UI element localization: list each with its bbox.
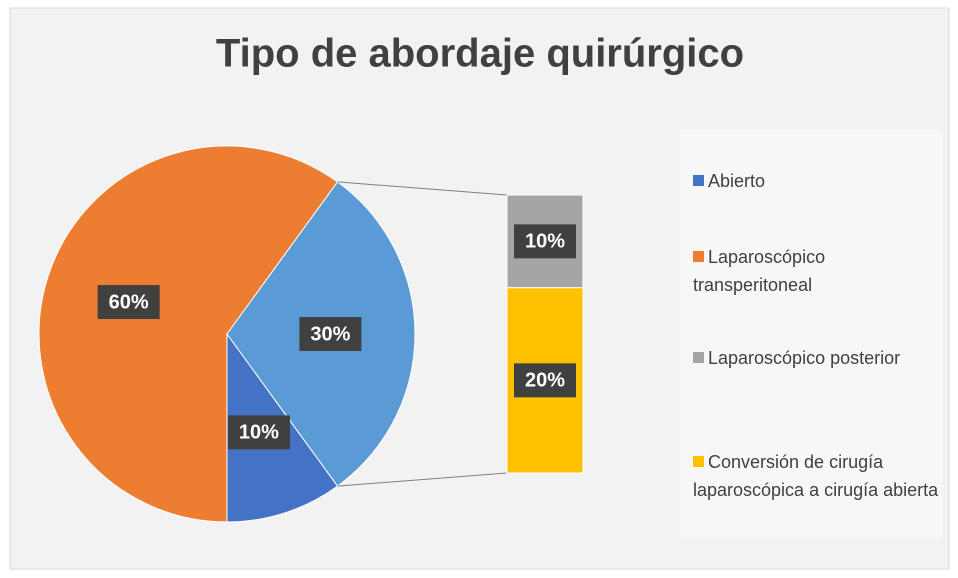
data-label-text: 10% [525, 231, 565, 253]
data-label: 60% [97, 285, 160, 320]
data-label: 20% [514, 363, 576, 398]
legend-label: Abierto [708, 171, 766, 191]
data-label-text: 60% [109, 291, 149, 313]
data-label-text: 10% [239, 422, 279, 444]
data-label-box [97, 285, 160, 320]
legend: Abierto Laparoscópico transperitoneal Lapa… [680, 130, 942, 538]
data-label: 10% [514, 224, 576, 259]
legend-swatch [693, 456, 704, 467]
legend-swatch [693, 352, 704, 363]
legend-item: Conversión de cirugía laparoscópica a ci… [693, 448, 943, 504]
legend-item: Laparoscópico posterior [693, 344, 943, 372]
data-label: 10% [227, 415, 290, 450]
data-label-box [514, 224, 576, 259]
pie-slice [38, 145, 339, 523]
data-label-box [227, 415, 290, 450]
legend-label: Conversión de cirugía laparoscópica a ci… [693, 452, 939, 500]
connector-line [337, 181, 508, 196]
legend-swatch [693, 175, 704, 186]
data-label-box [514, 363, 576, 398]
legend-label: Laparoscópico posterior [708, 348, 901, 368]
connector-line [337, 472, 508, 487]
data-label: 30% [299, 317, 362, 351]
data-label-box [299, 317, 362, 351]
legend-item: Laparoscópico transperitoneal [693, 243, 943, 299]
legend-item: Abierto [693, 167, 943, 195]
chart-title: Tipo de abordaje quirúrgico [216, 32, 744, 76]
data-label-text: 20% [525, 370, 565, 392]
data-label-text: 30% [310, 323, 350, 345]
legend-label: Laparoscópico transperitoneal [693, 247, 826, 295]
legend-swatch [693, 251, 704, 262]
